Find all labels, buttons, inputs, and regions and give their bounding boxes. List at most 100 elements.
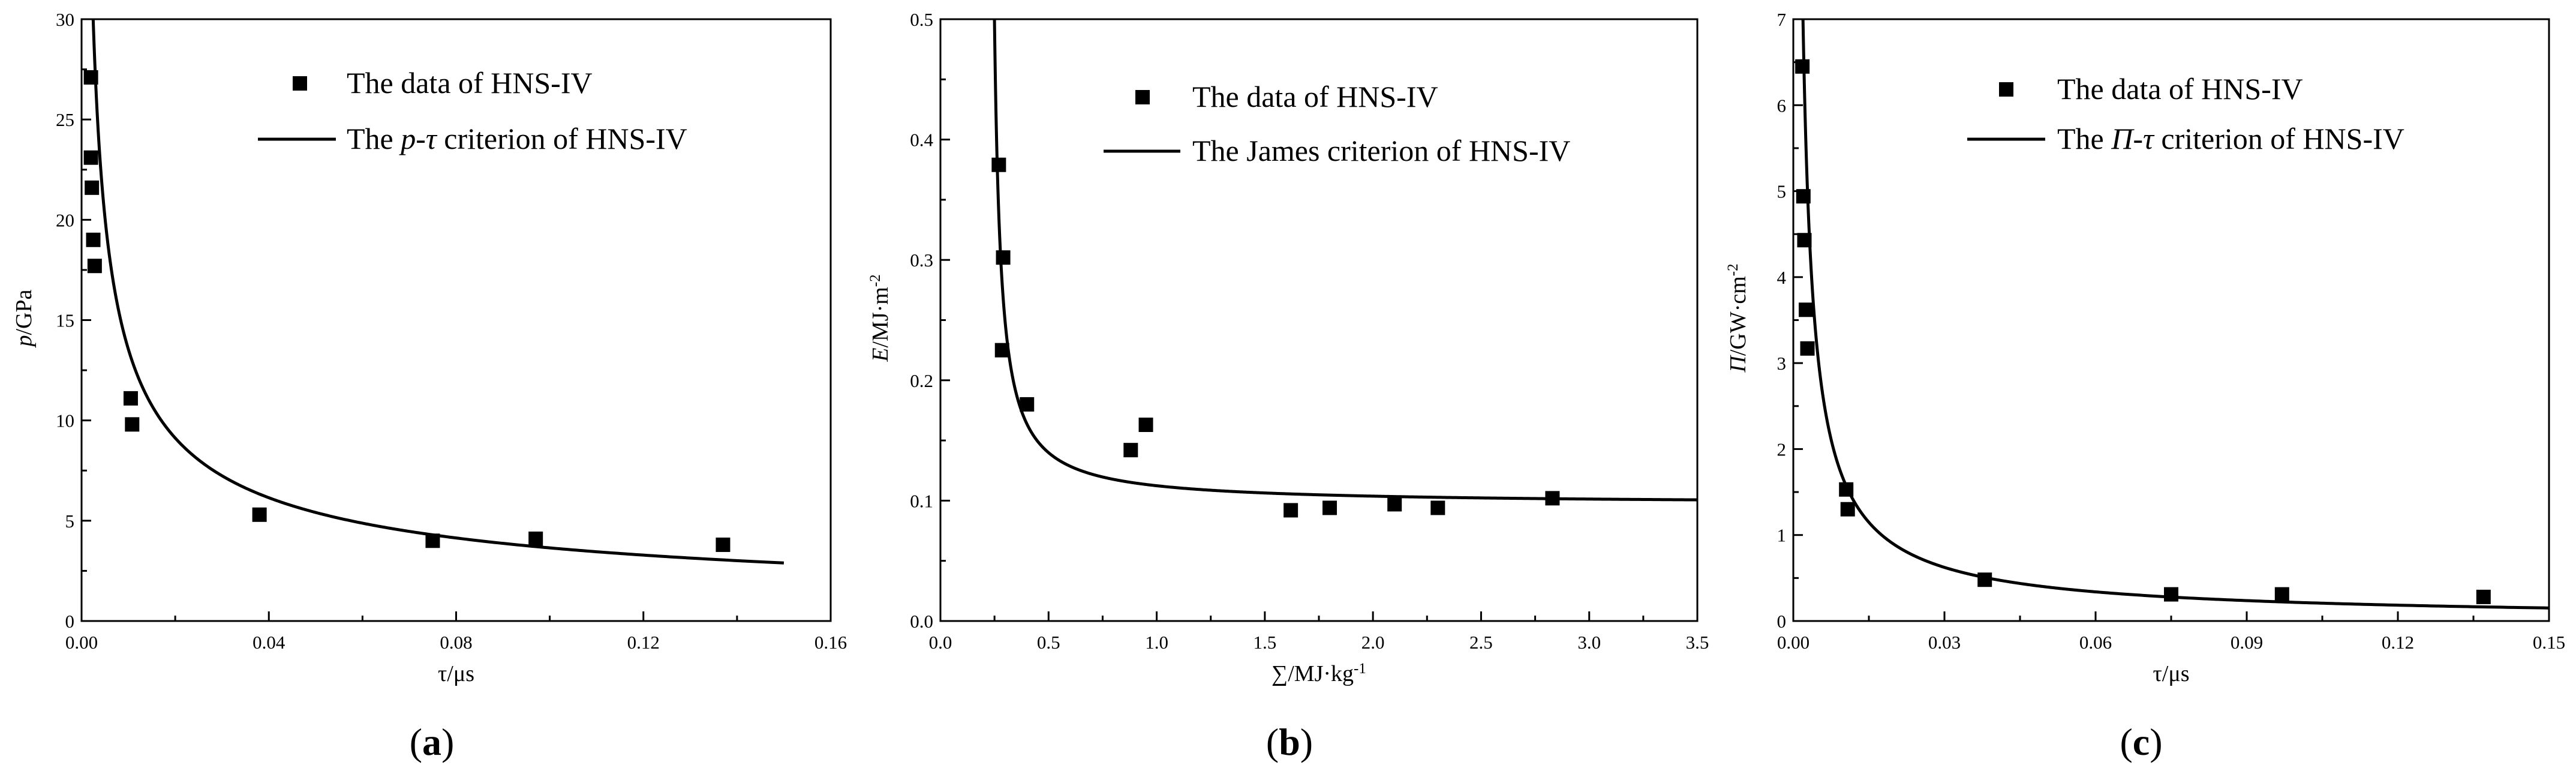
y-tick-label: 7: [1777, 9, 1787, 30]
data-point: [2274, 587, 2289, 602]
y-tick-label: 20: [56, 209, 74, 230]
legend: The data of HNS-IV The James criterion of…: [1104, 80, 1570, 167]
legend-label-data: The data of HNS-IV: [347, 66, 593, 100]
chart-panel-a: 0.00 0.04 0.08 0.12 0.16 0 5 10 15 20 25 30 τ/μs p/GP…: [11, 9, 847, 763]
x-tick-label: 0.5: [1037, 632, 1060, 653]
x-tick-label: 1.5: [1253, 632, 1276, 653]
data-point: [716, 537, 731, 552]
y-tick-label: 0.5: [910, 9, 933, 30]
x-tick-label: 3.5: [1686, 632, 1709, 653]
data-point: [1840, 502, 1855, 517]
criterion-curve: [91, 19, 784, 565]
data-point: [86, 232, 101, 247]
x-tick-label: 1.0: [1145, 632, 1168, 653]
data-point: [2476, 589, 2491, 604]
y-tick-label: 1: [1777, 525, 1787, 546]
x-axis-title: τ/μs: [438, 661, 474, 686]
legend: The data of HNS-IV The Π-τ criterion of H…: [1967, 72, 2404, 155]
x-tick-label: 2.0: [1361, 632, 1385, 653]
x-axis-title: τ/μs: [2153, 661, 2190, 686]
data-point: [994, 343, 1009, 358]
x-tick-label: 0.0: [929, 632, 952, 653]
legend-label-data: The data of HNS-IV: [2057, 72, 2303, 106]
data-point: [1284, 503, 1298, 518]
y-tick-label: 0.1: [910, 490, 933, 511]
data-point: [1545, 491, 1560, 506]
data-point: [1795, 59, 1810, 74]
x-tick-label: 2.5: [1469, 632, 1493, 653]
panel-label: (c): [2120, 721, 2162, 763]
data-point: [1977, 572, 1992, 587]
legend-label-data: The data of HNS-IV: [1192, 80, 1438, 113]
y-tick-label: 3: [1777, 353, 1787, 374]
plot-frame: [1792, 18, 2550, 622]
data-point: [252, 507, 267, 522]
x-tick-label: 0.00: [65, 632, 98, 653]
data-point: [85, 180, 100, 195]
x-axis-title: ∑/MJ·kg-1: [1272, 661, 1366, 687]
x-tick-label: 3.0: [1577, 632, 1601, 653]
y-tick-label: 0: [65, 611, 75, 632]
y-tick-label: 5: [65, 511, 75, 532]
y-tick-label: 0.2: [910, 370, 933, 391]
y-axis-title: p/GPa: [11, 289, 37, 348]
legend-label-criterion: The Π-τ criterion of HNS-IV: [2057, 122, 2404, 155]
data-point: [528, 531, 543, 546]
data-point: [1800, 341, 1815, 356]
data-point: [991, 157, 1006, 172]
legend-marker-data: [1999, 82, 2013, 97]
y-tick-label: 0.4: [910, 130, 933, 151]
data-point: [125, 417, 140, 432]
data-point: [1138, 418, 1153, 433]
y-tick-label: 6: [1777, 95, 1787, 116]
y-tick-label: 10: [56, 410, 74, 431]
data-point: [1839, 482, 1854, 497]
legend-marker-data: [293, 76, 307, 91]
chart-panel-c: 0.00 0.03 0.06 0.09 0.12 0.15 0 1 2 3 4 5 6 7 τ/μs Π/GW…: [1725, 9, 2566, 763]
legend-label-criterion: The James criterion of HNS-IV: [1192, 134, 1570, 167]
y-tick-label: 0.0: [910, 611, 933, 632]
plot-frame: [80, 18, 832, 622]
y-tick-label: 0.3: [910, 250, 933, 271]
data-point: [996, 250, 1011, 265]
y-tick-label: 30: [56, 9, 74, 30]
x-tick-label: 0.00: [1777, 632, 1809, 653]
x-tick-label: 0.08: [440, 632, 472, 653]
y-tick-label: 5: [1777, 181, 1787, 202]
data-point: [425, 533, 440, 548]
chart-panel-b: 0.0 0.5 1.0 1.5 2.0 2.5 3.0 3.5 0.0 0.1 0.2 0.3 0.4 0…: [867, 9, 1709, 763]
data-point: [123, 391, 138, 406]
legend-label-criterion: The p-τ criterion of HNS-IV: [347, 122, 687, 155]
criterion-curve: [1801, 19, 2549, 610]
data-point: [2164, 587, 2178, 602]
y-tick-label: 25: [56, 109, 74, 130]
data-point: [1430, 500, 1445, 515]
data-point: [1797, 233, 1812, 248]
data-point: [87, 259, 102, 274]
data-point: [83, 70, 98, 85]
x-tick-label: 0.12: [627, 632, 660, 653]
criterion-curve: [993, 19, 1697, 502]
x-tick-label: 0.06: [2079, 632, 2112, 653]
data-point: [83, 150, 98, 165]
x-tick-label: 0.12: [2382, 632, 2414, 653]
y-axis-title: Π/GW·cm-2: [1725, 263, 1751, 373]
data-point: [1799, 302, 1813, 317]
x-tick-label: 0.03: [1928, 632, 1961, 653]
legend-marker-data: [1135, 90, 1150, 104]
x-tick-label: 0.16: [814, 632, 847, 653]
y-tick-label: 4: [1777, 267, 1787, 288]
x-tick-label: 0.09: [2231, 632, 2263, 653]
data-point: [1322, 500, 1337, 515]
data-point: [1796, 189, 1811, 204]
y-tick-label: 2: [1777, 439, 1787, 460]
y-tick-label: 0: [1777, 611, 1787, 632]
panel-label: (b): [1266, 721, 1313, 763]
y-tick-label: 15: [56, 310, 74, 331]
legend: The data of HNS-IV The p-τ criterion of H…: [258, 66, 687, 155]
x-tick-label: 0.15: [2533, 632, 2565, 653]
panel-label: (a): [410, 721, 455, 763]
x-tick-label: 0.04: [253, 632, 285, 653]
data-point: [1123, 443, 1138, 458]
